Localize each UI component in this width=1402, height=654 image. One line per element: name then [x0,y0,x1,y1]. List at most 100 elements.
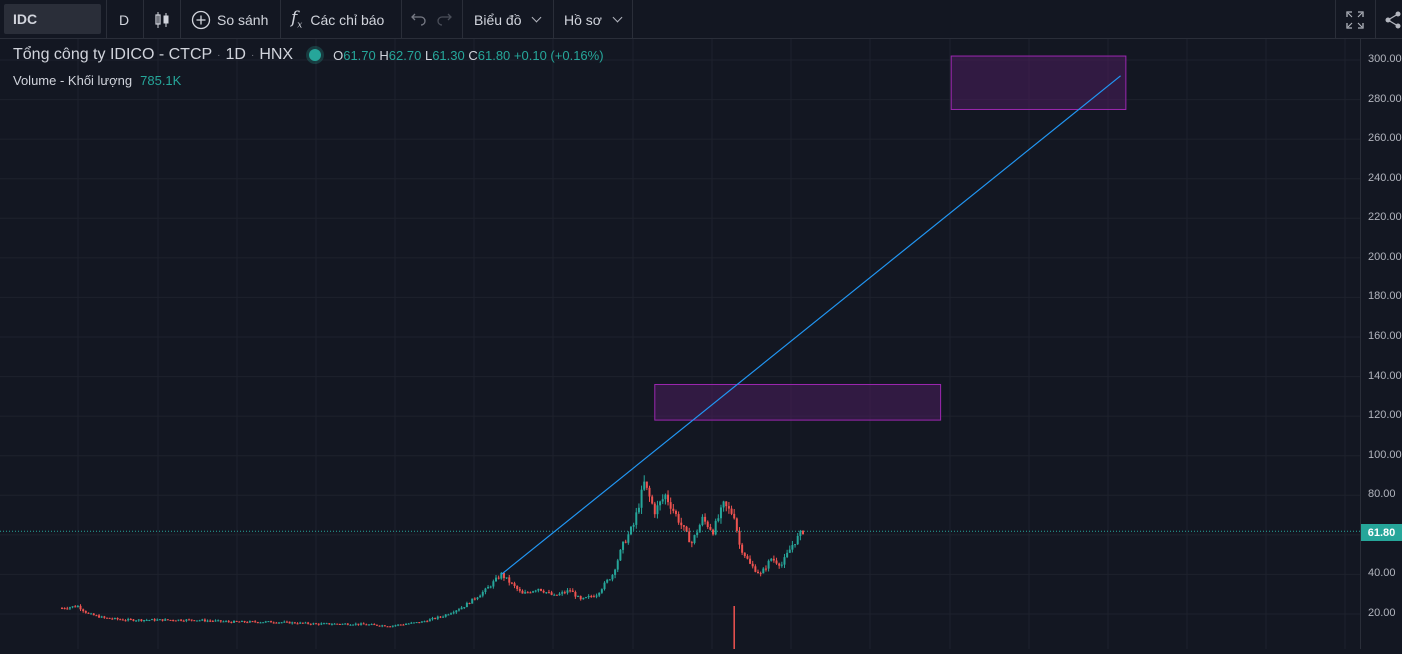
candle-body [754,566,757,572]
indicators-button[interactable]: fx Các chỉ báo [291,0,384,39]
candle-body [719,507,722,519]
candle-body [378,625,381,627]
candle-body [643,481,646,490]
candle-body [270,621,273,623]
candle-body [606,579,609,583]
profile-menu-button[interactable]: Hồ sơ [564,0,623,39]
candle-body [661,499,664,502]
toolbar-separator [632,0,633,39]
candle-body [354,623,357,625]
symbol-search-box[interactable]: IDC [4,4,101,34]
candle-body [534,590,537,592]
chart-pane[interactable] [0,39,1360,649]
price-axis-tick-label: 140.00 [1368,369,1402,382]
candle-body [547,592,550,594]
candle-body [227,621,230,623]
price-axis-tick-label: 120.00 [1368,409,1402,422]
legend-title: Tổng công ty IDICO - CTCP [13,46,213,63]
candle-body [322,623,325,625]
candle-body [794,544,797,546]
candle-body [240,621,243,623]
candle-body [495,577,498,582]
candle-body [632,524,635,527]
trend-line [500,75,1121,575]
price-axis-tick-label: 280.00 [1368,92,1402,105]
candle-body [651,496,654,504]
undo-button[interactable] [410,0,426,39]
toolbar-separator [1375,0,1376,39]
price-chart[interactable] [0,39,1360,649]
candle-body [791,545,794,550]
open-value: 61.70 [343,47,376,63]
candle-body [246,622,249,624]
chart-menu-button[interactable]: Biểu đồ [474,0,542,39]
candle-body [553,594,556,596]
candle-body [802,531,804,535]
candle-body [603,582,606,590]
candle-body [730,508,733,514]
candle-body [555,594,558,596]
candle-body [733,513,736,519]
compare-button[interactable]: So sánh [191,0,268,39]
candle-body [428,619,431,622]
candle-body [254,621,257,623]
candle-body [712,529,715,535]
candle-body [365,624,368,626]
interval-button[interactable]: D [119,0,129,39]
candle-body [751,563,754,567]
candle-body [600,589,603,593]
candle-body [505,577,508,579]
candle-body [410,622,413,624]
candle-body [558,593,561,596]
toolbar-separator [280,0,281,39]
candle-body [540,588,543,591]
redo-button[interactable] [437,0,453,39]
candle-body [749,558,752,564]
candle-body [786,552,789,558]
candle-body [674,510,677,515]
high-key: H [379,47,389,63]
candle-body [341,623,344,625]
candle-body [696,532,699,536]
candle-body [158,619,161,621]
candle-body [799,531,802,536]
candle-body [656,505,659,515]
candle-body [659,501,662,506]
price-axis-tick-label: 300.00 [1368,53,1402,65]
chart-menu-label: Biểu đồ [474,11,522,28]
share-button[interactable] [1385,0,1402,39]
candle-body [87,612,90,614]
candle-body [648,487,651,497]
candle-body [230,621,233,623]
candle-body [577,596,580,598]
candle-body [682,525,685,527]
candle-body [209,620,212,622]
fullscreen-button[interactable] [1346,0,1364,39]
candle-body [608,579,611,581]
candle-body [622,541,625,550]
candle-body [137,619,140,621]
chart-style-button[interactable] [153,0,171,39]
candle-body [389,626,392,628]
candle-body [113,618,116,620]
price-axis-tick-label: 100.00 [1368,448,1402,461]
candle-body [121,619,124,621]
undo-icon [411,13,426,26]
candle-body [479,595,482,598]
candle-body [767,560,770,569]
price-axis[interactable]: 300.00 280.00 260.00 240.00 220.00 200.00 180.… [1360,39,1402,649]
candle-body [759,573,762,575]
market-status-icon[interactable] [309,49,322,61]
candle-body [550,592,553,595]
candle-body [402,624,405,626]
price-axis-tick-label: 80.00 [1368,488,1396,501]
toolbar-separator [106,0,107,39]
candle-body [119,619,122,621]
candle-body [285,621,288,623]
candle-body [172,619,175,621]
candle-body [336,623,339,625]
candle-body [309,623,312,625]
candle-body [161,619,164,621]
candle-body [296,623,299,625]
candle-body [796,535,799,545]
